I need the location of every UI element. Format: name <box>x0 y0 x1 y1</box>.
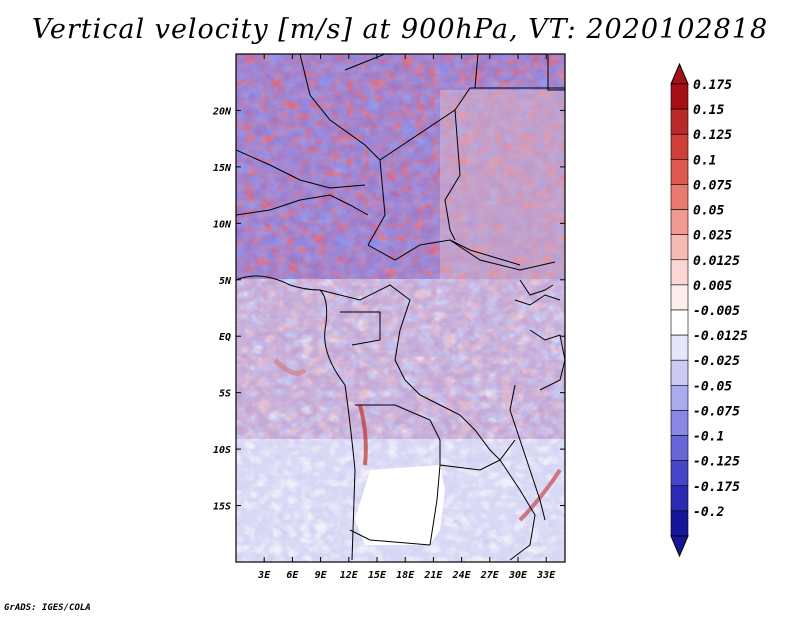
colorbar-swatch <box>670 83 689 110</box>
colorbar-swatch <box>670 334 689 361</box>
lat-tick-label: 15S <box>213 502 231 513</box>
lon-tick-label: 27E <box>480 570 500 581</box>
colorbar-label: 0.0125 <box>693 254 740 269</box>
colorbar-label: 0.005 <box>693 279 732 294</box>
lat-tick-label: EQ <box>219 332 231 343</box>
colorbar-label: 0.075 <box>693 178 732 193</box>
lat-tick-label: 15N <box>213 163 232 174</box>
colorbar-label: -0.125 <box>693 455 740 470</box>
colorbar: 0.175 0.15 0.125 0.1 0.075 0.05 0.025 0.0125 0.0… <box>670 62 748 558</box>
colorbar-label: -0.05 <box>693 379 732 394</box>
lat-tick-label: 10N <box>213 219 232 230</box>
lon-tick-label: 9E <box>315 570 328 581</box>
velocity-field <box>236 54 565 562</box>
grads-credit: GrADS: IGES/COLA <box>4 603 91 613</box>
colorbar-swatch <box>670 209 689 235</box>
lat-tick-label: 10S <box>213 445 231 456</box>
latitude-axis: 20N 15N 10N 5N EQ 5S 10S 15S <box>212 106 565 513</box>
map-title: Vertical velocity [m/s] at 900hPa, VT: 2… <box>31 14 769 45</box>
colorbar-swatch <box>670 385 689 411</box>
colorbar-label: -0.1 <box>693 430 724 445</box>
colorbar-swatch <box>670 309 689 336</box>
colorbar-label: -0.175 <box>693 480 740 495</box>
plot-frame <box>235 53 566 563</box>
lon-tick-label: 24E <box>452 570 472 581</box>
lon-tick-label: 15E <box>368 570 387 581</box>
colorbar-swatch <box>670 108 689 135</box>
colorbar-label: 0.025 <box>693 229 732 244</box>
lat-tick-label: 5N <box>219 276 232 287</box>
colorbar-swatch <box>670 435 689 461</box>
colorbar-bottom-arrow <box>670 535 689 558</box>
colorbar-label: -0.005 <box>693 304 740 319</box>
colorbar-label: 0.1 <box>693 153 716 168</box>
colorbar-label: -0.025 <box>693 354 740 369</box>
colorbar-swatch <box>670 460 689 487</box>
colorbar-label: 0.175 <box>693 78 732 93</box>
longitude-axis: 3E 6E 9E 12E 15E 18E 21E 24E 27E 30E 33E <box>257 54 556 581</box>
colorbar-top-arrow <box>670 62 689 85</box>
colorbar-label: 0.125 <box>693 128 732 143</box>
colorbar-swatch <box>670 133 689 160</box>
lon-tick-label: 30E <box>508 570 528 581</box>
colorbar-swatch <box>670 159 689 185</box>
colorbar-swatch <box>670 284 689 311</box>
colorbar-swatch <box>670 359 689 386</box>
colorbar-label: -0.2 <box>693 505 724 520</box>
colorbar-label: 0.15 <box>693 103 724 118</box>
lon-tick-label: 21E <box>423 570 443 581</box>
lat-tick-label: 5S <box>219 389 231 400</box>
lon-tick-label: 18E <box>396 570 415 581</box>
colorbar-swatch <box>670 184 689 210</box>
lat-tick-label: 20N <box>212 106 232 117</box>
colorbar-label: -0.075 <box>693 404 740 419</box>
colorbar-swatch <box>670 410 689 436</box>
lon-tick-label: 3E <box>257 570 271 581</box>
colorbar-label: 0.05 <box>693 204 724 219</box>
colorbar-swatch <box>670 259 689 286</box>
lon-tick-label: 6E <box>286 570 299 581</box>
lon-tick-label: 12E <box>340 570 359 581</box>
colorbar-swatch <box>670 234 689 261</box>
colorbar-swatch <box>670 510 689 537</box>
country-borders <box>236 54 565 561</box>
lon-tick-label: 33E <box>536 570 556 581</box>
colorbar-swatch <box>670 485 689 512</box>
colorbar-label: -0.0125 <box>693 329 748 344</box>
